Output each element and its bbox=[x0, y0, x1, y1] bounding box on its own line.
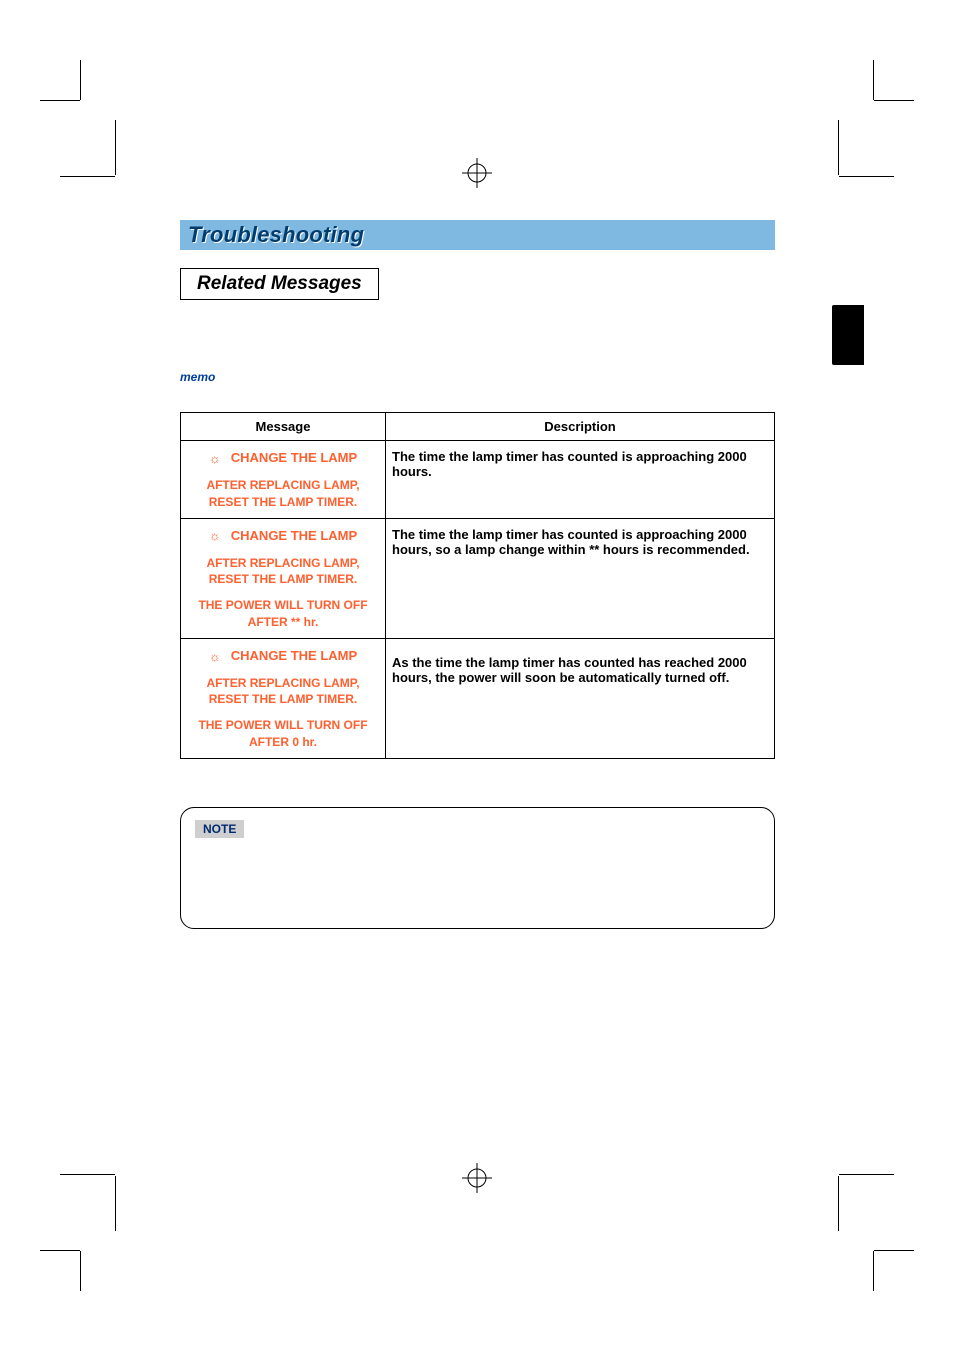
message-cell: ☼ CHANGE THE LAMP AFTER REPLACING LAMP, R… bbox=[181, 638, 386, 758]
msg-text: AFTER REPLACING LAMP, bbox=[187, 555, 379, 571]
crop-mark bbox=[838, 1176, 839, 1231]
crop-mark bbox=[838, 120, 839, 175]
msg-text: CHANGE THE LAMP bbox=[231, 528, 357, 543]
msg-text: RESET THE LAMP TIMER. bbox=[187, 571, 379, 587]
description-cell: As the time the lamp timer has counted h… bbox=[386, 638, 775, 758]
subtitle-box: Related Messages bbox=[180, 268, 379, 300]
lamp-icon: ☼ bbox=[209, 648, 221, 666]
crop-mark bbox=[874, 100, 914, 101]
lamp-icon: ☼ bbox=[209, 450, 221, 468]
description-cell: The time the lamp timer has counted is a… bbox=[386, 518, 775, 638]
table-row: ☼ CHANGE THE LAMP AFTER REPLACING LAMP, R… bbox=[181, 518, 775, 638]
msg-text: THE POWER WILL TURN OFF bbox=[187, 597, 379, 613]
crop-mark bbox=[115, 1176, 116, 1231]
crop-mark bbox=[60, 1174, 115, 1175]
crop-mark bbox=[80, 1251, 81, 1291]
crop-mark bbox=[873, 1251, 874, 1291]
crop-mark bbox=[40, 100, 80, 101]
title-bar: Troubleshooting bbox=[180, 220, 775, 250]
msg-text: RESET THE LAMP TIMER. bbox=[187, 691, 379, 707]
page-content: Troubleshooting Related Messages memo Me… bbox=[180, 220, 775, 929]
msg-text: AFTER REPLACING LAMP, bbox=[187, 675, 379, 691]
table-row: ☼ CHANGE THE LAMP AFTER REPLACING LAMP, R… bbox=[181, 638, 775, 758]
table-row: ☼ CHANGE THE LAMP AFTER REPLACING LAMP, R… bbox=[181, 441, 775, 519]
msg-text: CHANGE THE LAMP bbox=[231, 648, 357, 663]
crop-mark bbox=[60, 176, 115, 177]
msg-text: RESET THE LAMP TIMER. bbox=[187, 494, 379, 510]
memo-label: memo bbox=[180, 370, 775, 384]
msg-text: THE POWER WILL TURN OFF bbox=[187, 717, 379, 733]
crop-mark bbox=[873, 60, 874, 100]
messages-table: Message Description ☼ CHANGE THE LAMP AFT… bbox=[180, 412, 775, 759]
header-description: Description bbox=[386, 413, 775, 441]
crop-mark bbox=[839, 176, 894, 177]
crop-mark bbox=[40, 1250, 80, 1251]
subtitle: Related Messages bbox=[197, 273, 362, 294]
table-header-row: Message Description bbox=[181, 413, 775, 441]
note-box: NOTE bbox=[180, 807, 775, 929]
crop-mark bbox=[115, 120, 116, 175]
note-label: NOTE bbox=[195, 820, 244, 838]
lamp-icon: ☼ bbox=[209, 527, 221, 545]
page-title: Troubleshooting bbox=[188, 222, 364, 247]
msg-text: AFTER 0 hr. bbox=[187, 734, 379, 750]
crop-mark bbox=[839, 1174, 894, 1175]
header-message: Message bbox=[181, 413, 386, 441]
side-tab bbox=[832, 305, 864, 365]
msg-text: CHANGE THE LAMP bbox=[231, 450, 357, 465]
description-cell: The time the lamp timer has counted is a… bbox=[386, 441, 775, 519]
message-cell: ☼ CHANGE THE LAMP AFTER REPLACING LAMP, R… bbox=[181, 518, 386, 638]
msg-text: AFTER ** hr. bbox=[187, 614, 379, 630]
msg-text: AFTER REPLACING LAMP, bbox=[187, 477, 379, 493]
registration-mark-icon bbox=[462, 158, 492, 188]
registration-mark-icon bbox=[462, 1163, 492, 1193]
crop-mark bbox=[80, 60, 81, 100]
message-cell: ☼ CHANGE THE LAMP AFTER REPLACING LAMP, R… bbox=[181, 441, 386, 519]
crop-mark bbox=[874, 1250, 914, 1251]
